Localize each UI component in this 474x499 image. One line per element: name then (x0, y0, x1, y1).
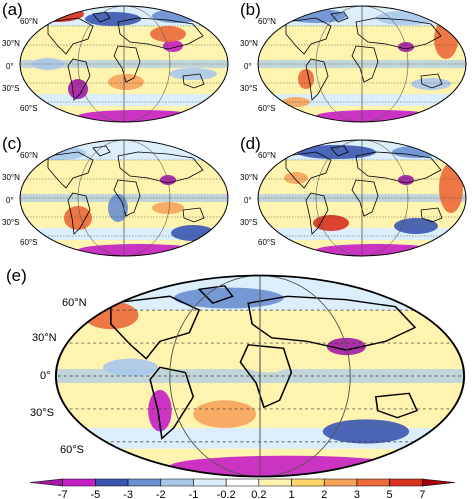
colorbar-swatch (95, 478, 129, 487)
colorbar-swatch (225, 478, 260, 487)
colorbar-tick-label: -3 (123, 489, 133, 499)
map-panel-a (19, 5, 229, 123)
colorbar-tick-label: 5 (387, 489, 393, 499)
colorbar-tick-label: -2 (156, 489, 166, 499)
colorbar-tick-label: 0.2 (251, 489, 266, 499)
lat-label-a-30s: 30°S (2, 84, 20, 93)
colorbar-swatch (323, 478, 358, 487)
colorbar-tick-label: -1 (189, 489, 199, 499)
colorbar-swatch (258, 478, 292, 487)
colorbar-tick-label: -7 (58, 489, 68, 499)
colorbar-swatch (291, 478, 325, 487)
map-panel-c (19, 139, 229, 257)
colorbar-tick-label: 2 (321, 489, 327, 499)
lat-label-e-30s: 30°S (30, 407, 54, 419)
lat-label-e-60n: 60°N (62, 297, 87, 309)
lat-label-a-30n: 30°N (2, 39, 20, 48)
panel-label-a: (a) (2, 0, 23, 19)
colorbar-tick-label: 3 (354, 489, 360, 499)
colorbar-swatch (29, 478, 63, 487)
lat-label-c-60s: 60°S (20, 238, 38, 247)
lat-label-b-30n: 30°N (240, 39, 258, 48)
lat-label-c-60n: 60°N (20, 151, 38, 160)
lat-label-d-eq: 0° (244, 196, 252, 205)
lat-label-c-30s: 30°S (2, 218, 20, 227)
lat-label-e-30n: 30°N (32, 332, 57, 344)
colorbar-swatch (356, 478, 390, 487)
panel-label-d: (d) (240, 134, 261, 153)
lat-label-d-60n: 60°N (258, 151, 276, 160)
colorbar-tick-label: -0.2 (217, 489, 236, 499)
lat-label-e-60s: 60°S (60, 444, 84, 456)
panel-label-c: (c) (2, 134, 22, 153)
lat-label-a-60n: 60°N (20, 17, 38, 26)
lat-label-e-eq: 0° (40, 370, 51, 382)
lat-label-b-60n: 60°N (258, 17, 276, 26)
colorbar-tick-label: 7 (419, 489, 425, 499)
colorbar: -7 -5 -3 -2 -1 -0.2 0.2 1 2 3 5 7 (29, 478, 456, 499)
map-panel-b (257, 5, 467, 123)
lat-label-d-30s: 30°S (240, 218, 258, 227)
colorbar-swatch (160, 478, 194, 487)
panel-label-b: (b) (240, 0, 261, 19)
colorbar-swatch (127, 478, 162, 487)
map-panel-e (54, 274, 466, 478)
lat-label-d-60s: 60°S (258, 238, 276, 247)
lat-label-b-eq: 0° (244, 62, 252, 71)
colorbar-tick-label: 1 (288, 489, 294, 499)
lat-label-c-eq: 0° (6, 196, 14, 205)
colorbar-tick-label: -5 (90, 489, 100, 499)
panel-label-e: (e) (6, 266, 27, 285)
lat-label-a-60s: 60°S (20, 104, 38, 113)
colorbar-swatch (62, 478, 96, 487)
colorbar-swatch (193, 478, 227, 487)
lat-label-d-30n: 30°N (240, 173, 258, 182)
colorbar-swatch (389, 478, 423, 487)
lat-label-b-60s: 60°S (258, 104, 276, 113)
map-panel-d (257, 139, 467, 257)
colorbar-swatch (422, 478, 456, 487)
lat-label-c-30n: 30°N (2, 173, 20, 182)
lat-label-a-eq: 0° (6, 62, 14, 71)
lat-label-b-30s: 30°S (240, 84, 258, 93)
